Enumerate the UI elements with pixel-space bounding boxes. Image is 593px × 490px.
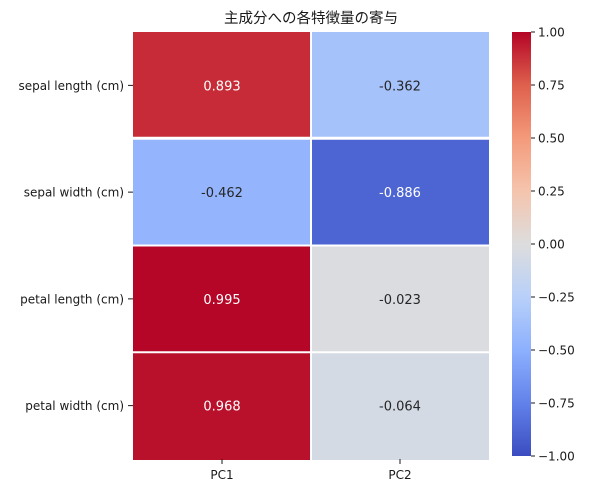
colorbar-tick-label: 1.00	[538, 26, 565, 40]
heatmap-cell	[133, 32, 310, 137]
column-tick-label: PC2	[388, 468, 411, 482]
colorbar-tick-label: −1.00	[538, 450, 575, 464]
cell-value-label: 0.995	[203, 293, 240, 308]
colorbar	[512, 32, 531, 456]
cell-value-label: -0.064	[379, 400, 421, 415]
row-tick-label: petal length (cm)	[20, 292, 124, 306]
chart-title: 主成分への各特徴量の寄与	[224, 9, 398, 27]
cell-value-label: 0.968	[203, 400, 240, 415]
heatmap-cell	[312, 353, 489, 460]
colorbar-ticks: 1.00 0.75 0.50 0.25 0.00 −0.25 −0.50 −0.75 −1.00	[531, 26, 575, 464]
cell-value-labels: 0.893 -0.362 -0.462 -0.886 0.995 -0.023 0.968 -…	[201, 79, 421, 414]
cell-value-label: -0.023	[379, 293, 421, 308]
colorbar-tick-label: 0.50	[538, 132, 565, 146]
heatmap-cell	[312, 32, 489, 137]
column-tick-labels: PC1 PC2	[210, 459, 412, 482]
heatmap-cell	[133, 353, 310, 460]
row-tick-labels: sepal length (cm) sepal width (cm) petal l…	[19, 79, 133, 413]
colorbar-tick-label: 0.75	[538, 79, 565, 93]
heatmap-cell	[133, 246, 310, 352]
colorbar-tick-label: 0.25	[538, 185, 565, 199]
column-tick-label: PC1	[210, 468, 233, 482]
colorbar-tick-label: 0.00	[538, 238, 565, 252]
cell-value-label: -0.362	[379, 79, 421, 94]
heatmap-cell	[312, 246, 489, 352]
row-tick-label: sepal length (cm)	[19, 79, 124, 93]
row-tick-label: sepal width (cm)	[24, 186, 124, 200]
cell-value-label: -0.462	[201, 186, 243, 201]
colorbar-tick-label: −0.75	[538, 397, 575, 411]
cell-value-label: 0.893	[203, 79, 240, 94]
heatmap-cells	[133, 32, 489, 460]
cell-value-label: -0.886	[379, 186, 421, 201]
heatmap-cell	[133, 139, 310, 245]
colorbar-tick-label: −0.25	[538, 291, 575, 305]
colorbar-tick-label: −0.50	[538, 344, 575, 358]
heatmap-cell	[312, 139, 489, 245]
row-tick-label: petal width (cm)	[25, 399, 124, 413]
